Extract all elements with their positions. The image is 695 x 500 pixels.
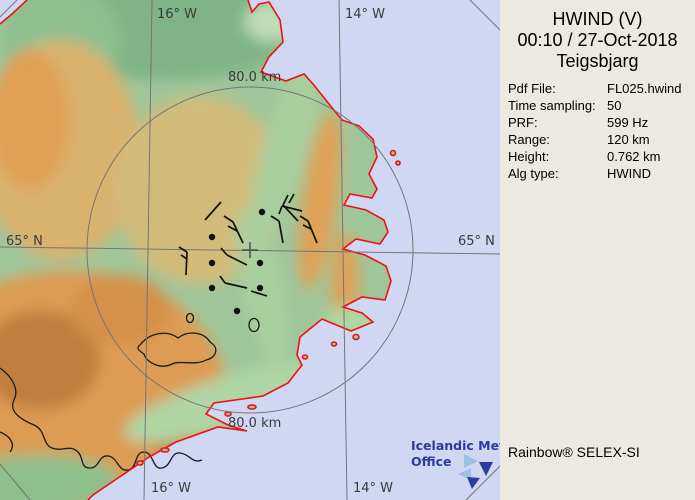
param-label: Range:	[508, 132, 550, 147]
wind-barb-segment	[204, 201, 222, 221]
lon-label-16w-bottom: 16° W	[151, 481, 191, 496]
wind-barb-segment	[288, 193, 295, 204]
param-value: 0.762 km	[607, 149, 661, 164]
wind-barb-segment	[299, 215, 309, 222]
wind-dot	[208, 259, 216, 267]
product-datetime: 00:10 / 27-Oct-2018	[517, 30, 678, 50]
param-label: Pdf File:	[508, 81, 556, 96]
param-label: Alg type:	[508, 166, 559, 181]
wind-barb-segment	[278, 205, 283, 215]
range-ring-80km	[86, 86, 414, 414]
meridian-14w	[338, 0, 348, 500]
wind-barb-segment	[302, 224, 312, 230]
wind-barb-segment	[227, 225, 238, 232]
param-value: 120 km	[607, 132, 650, 147]
corner-cut-bottom-left	[0, 463, 31, 500]
wind-dot	[256, 284, 264, 292]
param-label: Time sampling:	[508, 98, 596, 113]
param-value: 50	[607, 98, 622, 113]
imo-logo-text-line1: Icelandic Met	[411, 438, 500, 453]
param-row-range: Range: 120 km	[500, 131, 695, 148]
corner-cut-top-right	[469, 0, 500, 31]
imo-logo-pinwheel-icon	[458, 454, 493, 489]
param-row-height: Height: 0.762 km	[500, 148, 695, 165]
wind-barb-segment	[180, 254, 188, 260]
wind-barb-segment	[185, 251, 188, 276]
param-label: PRF:	[508, 115, 538, 130]
lat-label-65n-right: 65° N	[458, 234, 495, 249]
wind-barb-segment	[250, 290, 268, 297]
range-ring-label-top: 80.0 km	[228, 70, 281, 85]
wind-barb-segment	[282, 194, 289, 206]
wind-dot	[208, 284, 216, 292]
lat-label-65n-left: 65° N	[6, 234, 43, 249]
param-value: 599 Hz	[607, 115, 649, 130]
param-row-alg-type: Alg type: HWIND	[500, 165, 695, 182]
param-row-pdf-file: Pdf File: FL025.hwind	[500, 80, 695, 97]
corner-cut-top-left	[0, 0, 18, 18]
product-title: HWIND (V)	[552, 9, 643, 29]
graticule	[0, 0, 500, 500]
wind-barb-segment	[278, 220, 284, 244]
wind-barb-segment	[224, 282, 248, 289]
param-value: HWIND	[607, 166, 652, 181]
wind-barb-segment	[178, 246, 188, 253]
imo-logo: Icelandic Met Office	[411, 438, 500, 489]
product-header: HWIND (V) 00:10 / 27-Oct-2018 Teigsbjarg	[500, 9, 695, 72]
parameter-list: Pdf File: FL025.hwind Time sampling: 50 …	[500, 80, 695, 182]
info-panel: HWIND (V) 00:10 / 27-Oct-2018 Teigsbjarg…	[500, 0, 695, 500]
param-row-time-sampling: Time sampling: 50	[500, 97, 695, 114]
glacier-outlines	[0, 312, 260, 471]
site-name: Teigsbjarg	[556, 51, 639, 71]
wind-barb-segment	[226, 254, 248, 266]
param-label: Height:	[508, 149, 550, 164]
wind-dot	[258, 208, 266, 216]
map-svg: 16° W 14° W 16° W 14° W 65° N 65° N 80.0…	[0, 0, 500, 500]
wind-barb-segment	[219, 275, 226, 284]
wind-barb-segment	[281, 205, 303, 212]
wind-barb-segment	[223, 215, 234, 223]
wind-barbs	[178, 193, 318, 315]
wind-barb-segment	[232, 221, 244, 244]
radar-map-display: 16° W 14° W 16° W 14° W 65° N 65° N 80.0…	[0, 0, 500, 500]
lon-label-16w-top: 16° W	[157, 7, 197, 22]
wind-barb-segment	[220, 247, 228, 256]
lon-label-14w-top: 14° W	[345, 7, 385, 22]
wind-dot	[233, 307, 241, 315]
meridian-16w	[143, 0, 153, 500]
param-value: FL025.hwind	[607, 81, 682, 96]
param-row-prf: PRF: 599 Hz	[500, 114, 695, 131]
range-ring-label-bottom: 80.0 km	[228, 416, 281, 431]
corner-cut-bottom-right	[465, 465, 500, 500]
lon-label-14w-bottom: 14° W	[353, 481, 393, 496]
imo-logo-text-line2: Office	[411, 454, 451, 469]
rainbow-footer: Rainbow® SELEX-SI	[508, 444, 640, 460]
radar-center-cross	[242, 242, 258, 258]
wind-barb-segment	[270, 215, 280, 222]
wind-dot	[256, 259, 264, 267]
wind-barb-segment	[307, 220, 318, 244]
wind-dot	[208, 233, 216, 241]
